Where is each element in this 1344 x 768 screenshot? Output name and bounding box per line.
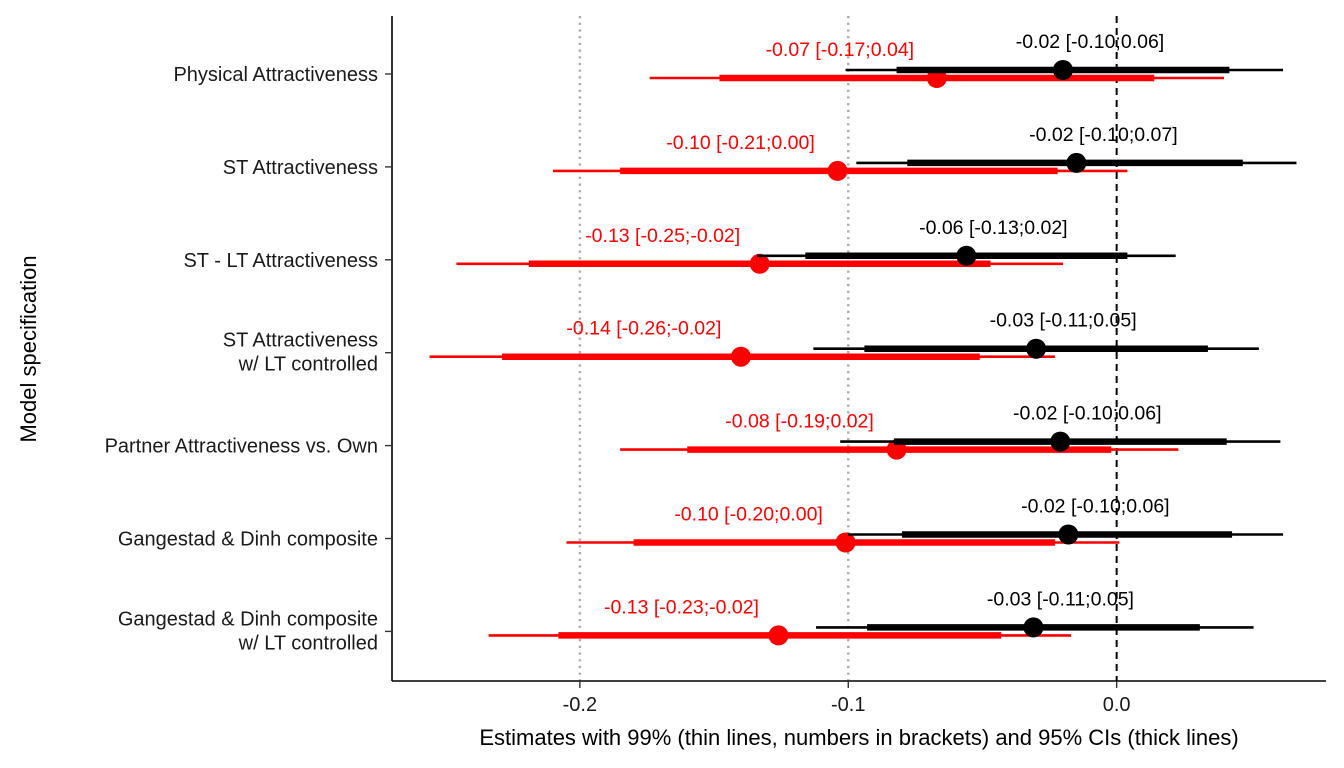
x-ticks: -0.2 -0.1 0.0: [563, 681, 1131, 716]
y-tick-label-2: ST - LT Attractiveness: [183, 250, 378, 272]
estimate-point-s0-3: [730, 346, 751, 367]
reference-lines: [578, 16, 1118, 681]
y-tick-label-4: Partner Attractiveness vs. Own: [105, 436, 378, 458]
estimate-labels: -0.07 [-0.17;0.04] -0.10 [-0.21;0.00] -0.1…: [566, 31, 1177, 618]
estimate-label-s1-5: -0.02 [-0.10;0.06]: [1021, 496, 1170, 518]
estimate-point-s1-0: [1052, 60, 1073, 80]
y-tick-label-5: Gangestad & Dinh composite: [118, 529, 378, 551]
y-tick-label-0: Physical Attractiveness: [173, 64, 378, 86]
estimate-point-s0-6: [768, 625, 789, 646]
estimate-point-s1-2: [956, 245, 977, 266]
estimate-marks: [429, 60, 1297, 646]
estimate-point-s1-6: [1023, 617, 1044, 638]
axes: [391, 16, 1326, 682]
estimate-point-s1-1: [1066, 152, 1087, 173]
y-tick-label-3: ST Attractiveness w/ LT controlled: [223, 330, 378, 376]
estimate-label-s0-0: -0.07 [-0.17;0.04]: [766, 39, 915, 61]
estimate-label-s1-3: -0.03 [-0.11;0.05]: [990, 310, 1137, 332]
estimate-label-s1-2: -0.06 [-0.13;0.02]: [919, 217, 1068, 239]
y-ticks: Physical Attractiveness ST Attractiveness…: [105, 64, 392, 654]
x-tick-label-2: 0.0: [1103, 694, 1131, 716]
estimate-label-s1-1: -0.02 [-0.10;0.07]: [1029, 124, 1178, 146]
estimate-label-s0-6: -0.13 [-0.23;-0.02]: [604, 596, 759, 618]
estimate-label-s0-1: -0.10 [-0.21;0.00]: [666, 132, 815, 154]
estimate-label-s0-4: -0.08 [-0.19;0.02]: [725, 411, 874, 433]
estimate-label-s0-5: -0.10 [-0.20;0.00]: [674, 504, 823, 526]
y-tick-label-6: Gangestad & Dinh composite w/ LT controll…: [118, 608, 378, 654]
y-axis-title: Model specification: [16, 255, 41, 442]
x-tick-label-1: -0.1: [831, 694, 865, 716]
estimate-point-s1-5: [1058, 524, 1079, 545]
estimate-point-s0-1: [827, 160, 848, 181]
x-axis-title: Estimates with 99% (thin lines, numbers …: [479, 725, 1238, 750]
estimate-label-s0-3: -0.14 [-0.26;-0.02]: [566, 318, 721, 340]
estimate-point-s0-5: [835, 532, 856, 553]
estimate-point-s0-2: [749, 253, 770, 274]
estimate-point-s1-4: [1050, 431, 1071, 452]
estimate-point-s1-3: [1026, 338, 1047, 359]
estimate-label-s1-4: -0.02 [-0.10;0.06]: [1013, 403, 1162, 425]
estimate-label-s0-2: -0.13 [-0.25;-0.02]: [585, 225, 740, 247]
estimate-label-s1-0: -0.02 [-0.10;0.06]: [1016, 31, 1165, 53]
y-tick-label-1: ST Attractiveness: [223, 157, 378, 179]
x-tick-label-0: -0.2: [563, 694, 597, 716]
estimate-label-s1-6: -0.03 [-0.11;0.05]: [987, 588, 1134, 610]
